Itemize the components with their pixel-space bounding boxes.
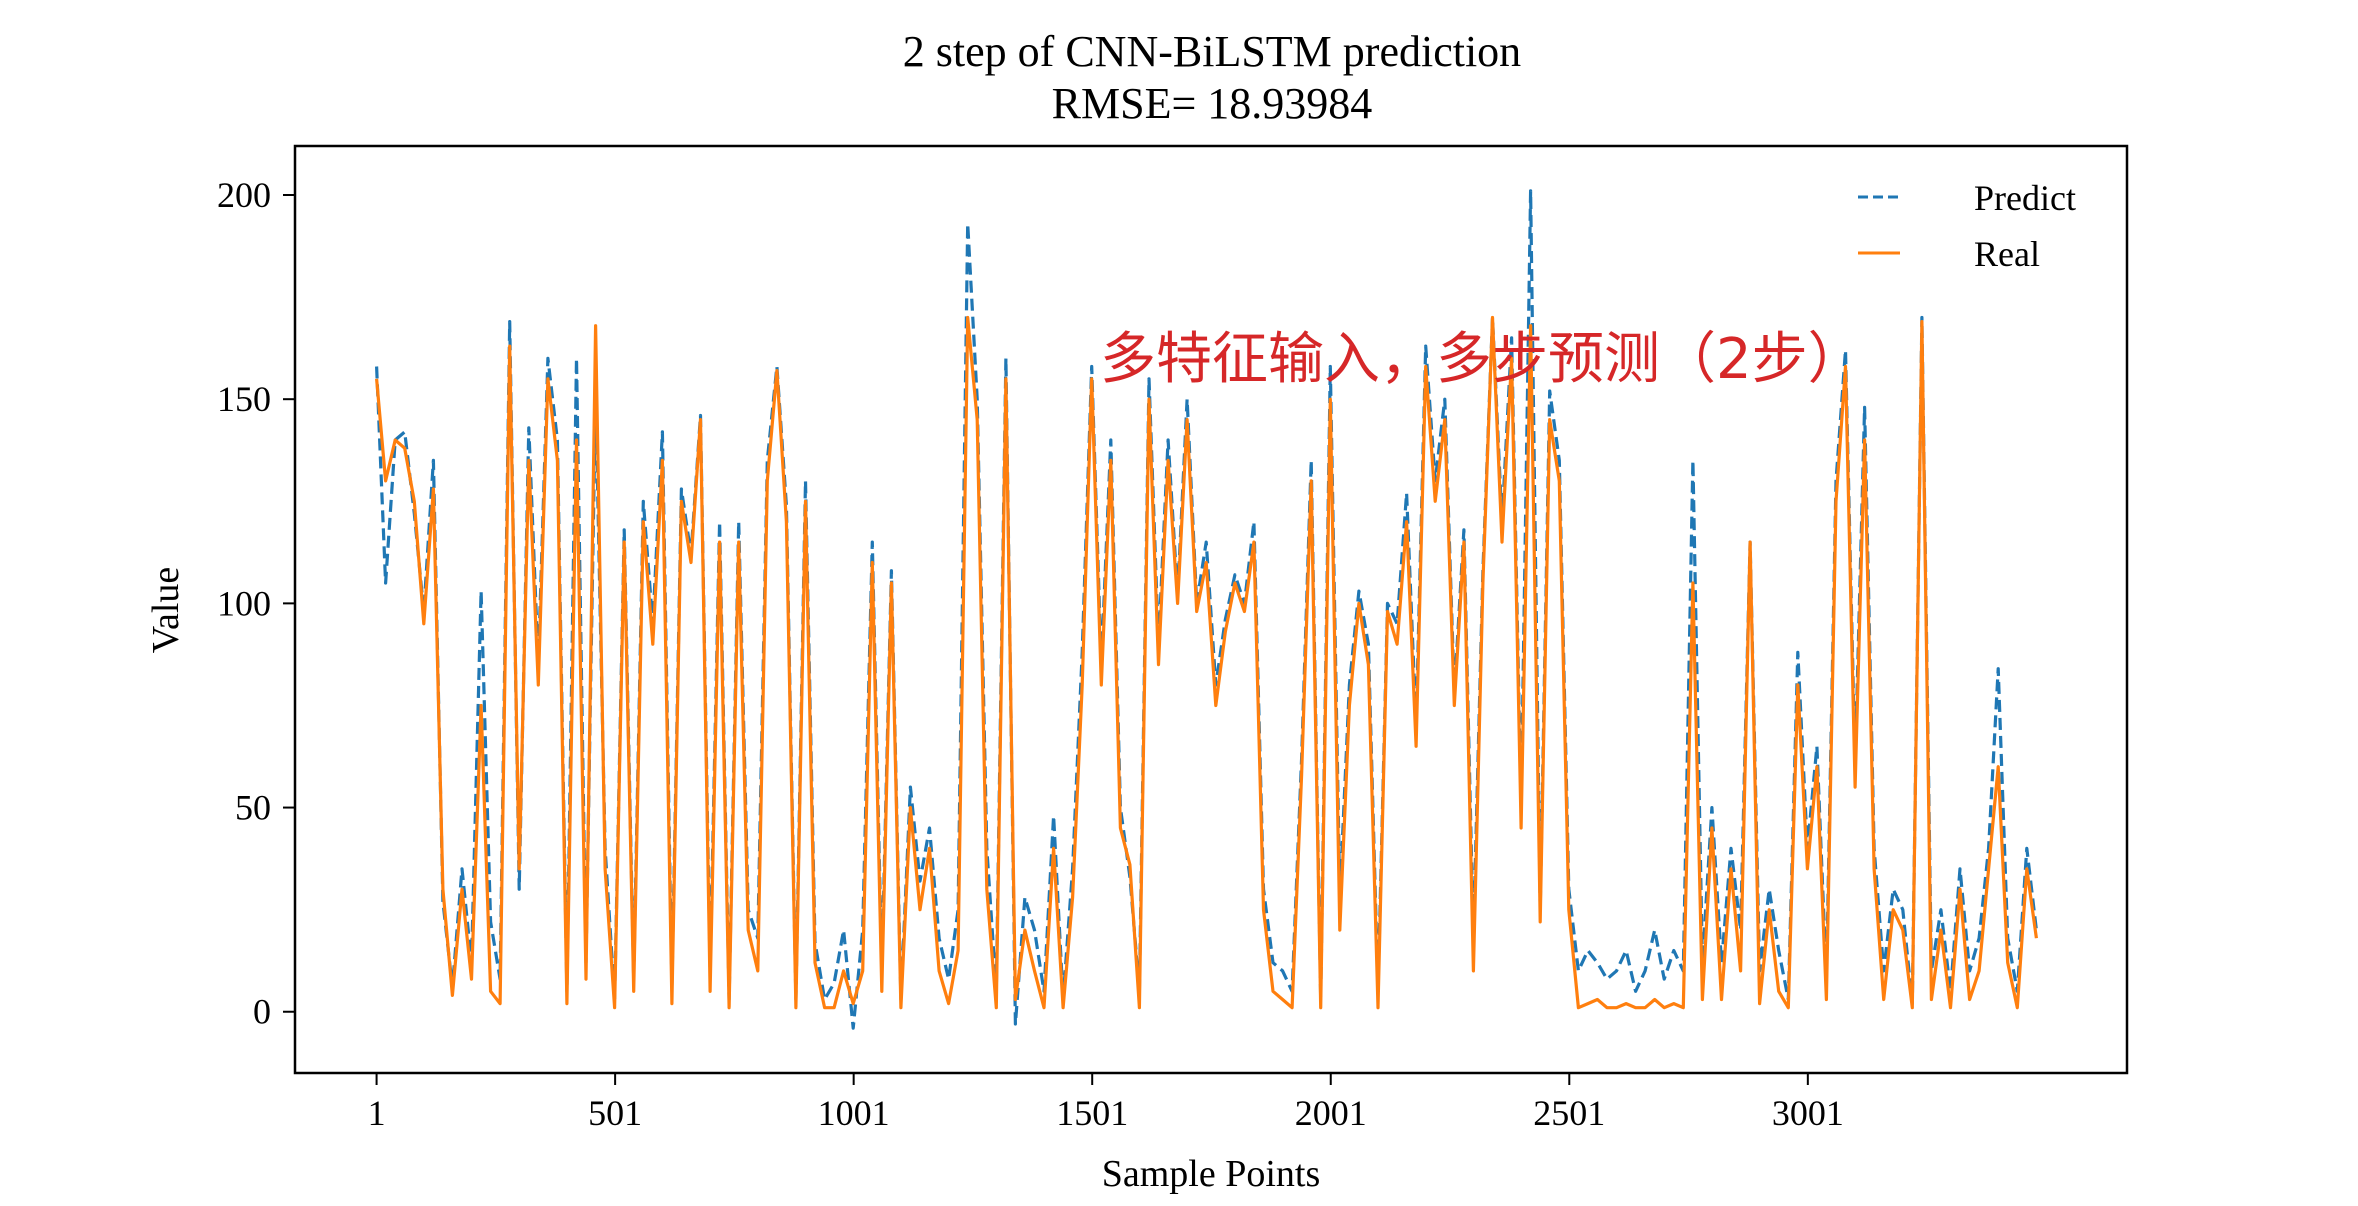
y-tick-label: 200 xyxy=(217,175,271,215)
y-tick-label: 100 xyxy=(217,583,271,623)
y-axis: 0 50 100 150 200 xyxy=(217,175,295,1032)
x-axis-label: Sample Points xyxy=(1102,1153,1321,1195)
x-tick-label: 3001 xyxy=(1772,1093,1844,1133)
x-tick-label: 1001 xyxy=(818,1093,890,1133)
chart-subtitle: RMSE= 18.93984 xyxy=(1052,79,1373,128)
y-tick-label: 0 xyxy=(253,992,271,1032)
y-tick-label: 150 xyxy=(217,379,271,419)
series-line-real xyxy=(375,315,2038,1010)
legend-predict-label: Predict xyxy=(1974,178,2076,218)
x-tick-label: 1501 xyxy=(1056,1093,1128,1133)
x-tick-label: 501 xyxy=(588,1093,642,1133)
legend: Predict Real xyxy=(1858,178,2076,274)
x-axis: 1 501 1001 1501 2001 2501 3001 xyxy=(368,1073,1844,1133)
plot-content xyxy=(375,189,2038,1030)
chart-annotation: 多特征输入，多步预测（2步） xyxy=(1100,327,1864,392)
x-tick-label: 1 xyxy=(368,1093,386,1133)
y-axis-label: Value xyxy=(145,567,187,654)
legend-real-label: Real xyxy=(1974,234,2040,274)
chart-title: 2 step of CNN-BiLSTM prediction xyxy=(903,27,1521,76)
y-tick-label: 50 xyxy=(235,788,271,828)
x-tick-label: 2001 xyxy=(1295,1093,1367,1133)
plot-frame xyxy=(293,144,2129,1075)
x-tick-label: 2501 xyxy=(1533,1093,1605,1133)
